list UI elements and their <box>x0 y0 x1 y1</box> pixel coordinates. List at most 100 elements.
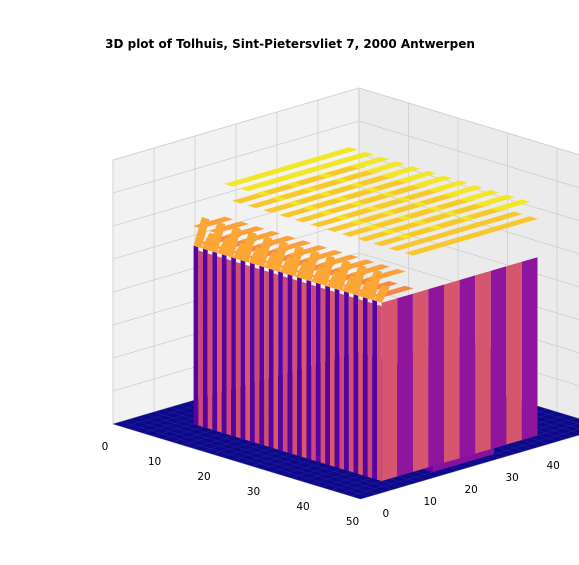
facade-ridge <box>311 284 316 462</box>
side-rib <box>397 293 413 477</box>
grid-line <box>112 87 360 161</box>
y-tick-label: 20 <box>465 484 478 496</box>
roof-cell <box>427 180 468 193</box>
x-tick-label: 10 <box>148 456 161 468</box>
facade-trough <box>203 248 208 429</box>
facade-ridge <box>292 279 298 456</box>
facade-ridge <box>320 287 326 464</box>
facade-ridge <box>235 261 241 439</box>
x-tick-label: 50 <box>346 516 359 528</box>
side-rib <box>475 270 491 454</box>
facade-trough <box>278 271 283 452</box>
facade-ridge <box>217 256 222 433</box>
facade-ridge <box>254 267 260 444</box>
chart-title: 3D plot of Tolhuis, Sint-Pietersvliet 7,… <box>105 37 475 51</box>
grid-line <box>358 87 579 156</box>
roof-cell <box>482 211 523 224</box>
facade-trough <box>259 265 265 446</box>
facade-trough <box>315 282 321 463</box>
facade-ridge <box>330 290 335 467</box>
facade-ridge <box>282 276 288 453</box>
y-tick-label: 30 <box>506 472 519 484</box>
facade-trough <box>287 274 293 454</box>
roof-rim <box>209 221 226 253</box>
building-roof <box>192 147 539 303</box>
roof-cell <box>348 156 390 169</box>
facade-trough <box>231 257 236 437</box>
x-tick-label: 40 <box>296 501 309 513</box>
roof-cell <box>474 194 515 207</box>
facade-trough <box>325 285 330 466</box>
facade-ridge <box>273 273 279 450</box>
facade-trough <box>250 262 255 443</box>
y-tick-label: 40 <box>547 460 560 472</box>
facade-ridge <box>377 304 382 481</box>
x-tick-label: 0 <box>102 441 109 453</box>
roof-cell <box>380 166 421 179</box>
ground-mesh-line <box>129 418 377 495</box>
roof-rim <box>272 240 288 272</box>
ground-mesh-line <box>121 421 369 497</box>
facade-trough <box>306 280 312 460</box>
facade-trough <box>362 297 368 477</box>
roof-cell <box>489 199 531 212</box>
facade-trough <box>353 294 359 474</box>
roof-rim <box>373 284 390 303</box>
axis-ticks: 0102030405001020304050600510152025303540 <box>102 441 560 528</box>
facade-ridge <box>339 293 345 470</box>
facade-trough <box>344 291 349 471</box>
facade-trough <box>268 268 274 449</box>
roof-cell <box>497 216 539 229</box>
facade-ridge <box>198 250 203 427</box>
roof-rim <box>193 217 210 249</box>
facade-ridge <box>264 270 269 447</box>
roof-rim <box>256 236 273 268</box>
side-rib <box>428 284 444 468</box>
roof-cell <box>395 170 437 183</box>
roof-rim <box>224 226 241 258</box>
y-tick-label: 0 <box>383 508 390 520</box>
x-tick-label: 30 <box>247 486 260 498</box>
facade-trough <box>240 260 246 440</box>
roof-cell <box>411 175 453 188</box>
facade-trough <box>221 254 227 434</box>
ground-mesh-line <box>137 416 386 493</box>
facade-trough <box>334 288 340 469</box>
facade-ridge <box>207 253 213 430</box>
roof-cell <box>317 147 358 160</box>
side-rib <box>459 275 476 459</box>
building-surface <box>193 245 538 481</box>
facade-trough <box>212 251 218 432</box>
side-rib <box>412 289 429 472</box>
facade-ridge <box>301 281 307 459</box>
facade-ridge <box>348 296 354 473</box>
roof-rim <box>366 269 383 301</box>
ground-mesh-line <box>145 414 394 490</box>
side-rib <box>381 298 398 481</box>
side-rib <box>521 257 538 440</box>
facade-trough <box>372 299 377 480</box>
facade-trough <box>193 245 199 426</box>
facade-trough <box>297 277 302 457</box>
roof-rim <box>334 259 351 291</box>
side-rib <box>506 261 522 445</box>
roof-cell <box>442 185 484 198</box>
roof-rim <box>303 250 320 282</box>
facade-ridge <box>226 259 232 436</box>
y-tick-label: 10 <box>424 496 437 508</box>
grid-line <box>358 153 579 222</box>
grid-line <box>112 120 360 194</box>
facade-ridge <box>358 299 363 476</box>
facade-ridge <box>367 301 373 479</box>
grid-line <box>358 219 579 288</box>
roof-rim <box>287 245 304 277</box>
side-rib <box>490 266 507 450</box>
side-rib <box>444 280 460 463</box>
grid-line <box>358 120 579 189</box>
roof-rim <box>350 264 367 296</box>
roof-cell <box>364 161 406 174</box>
roof-rim <box>240 231 257 263</box>
ground-mesh-line <box>112 423 361 500</box>
